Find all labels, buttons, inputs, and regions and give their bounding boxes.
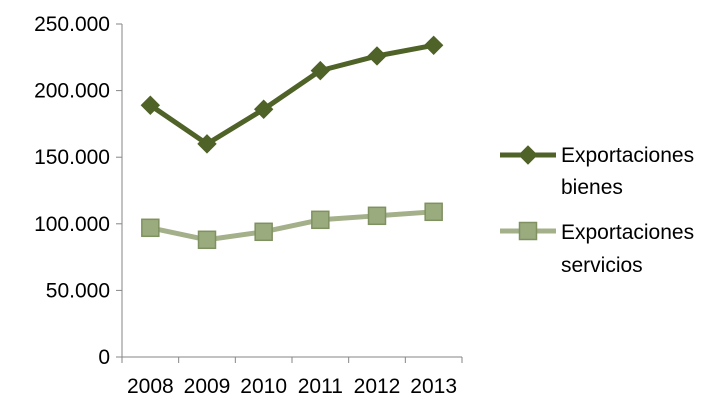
- data-point-square: [197, 230, 217, 250]
- legend-item-exportaciones-servicios: Exportaciones servicios: [500, 221, 694, 277]
- legend-marker-diamond: [518, 145, 538, 165]
- y-tick-label: 200.000: [34, 80, 110, 103]
- series-line: [147, 42, 437, 147]
- axes: 0 50.000 100.000 150.000 200.000 250.000 2008 2…: [34, 13, 463, 398]
- data-point-diamond: [253, 99, 274, 119]
- x-tick-label: 2012: [354, 375, 401, 398]
- x-tick-label: 2011: [298, 375, 343, 398]
- data-point-square: [254, 222, 273, 242]
- data-point-square: [424, 202, 443, 222]
- x-tick-label: 2013: [410, 375, 457, 398]
- data-point-diamond: [367, 46, 387, 66]
- y-tick-label: 150.000: [34, 146, 110, 169]
- y-tick-label: 100.000: [34, 213, 110, 236]
- series-layer: [140, 35, 444, 250]
- x-tick-label: 2010: [240, 375, 287, 398]
- series-exportaciones-bienes: [140, 35, 444, 154]
- data-point-diamond: [140, 95, 161, 115]
- legend-label: Exportaciones: [561, 144, 694, 167]
- y-tick-label: 250.000: [34, 13, 110, 36]
- legend-marker-square: [518, 221, 538, 241]
- x-tick-label: 2009: [184, 375, 231, 398]
- data-point-diamond: [310, 60, 331, 81]
- legend: Exportaciones bienes Exportaciones servicio…: [500, 144, 694, 277]
- data-point-square: [141, 218, 160, 238]
- legend-label: bienes: [561, 176, 623, 199]
- legend-label: Exportaciones: [561, 221, 694, 244]
- y-tick-label: 50.000: [46, 279, 110, 302]
- series-exportaciones-servicios: [141, 202, 443, 250]
- legend-item-exportaciones-bienes: Exportaciones bienes: [500, 144, 694, 199]
- x-tick-label: 2008: [127, 375, 174, 398]
- y-tick-label: 0: [98, 346, 110, 369]
- series-line: [147, 209, 437, 243]
- data-point-diamond: [423, 35, 444, 56]
- data-point-diamond: [197, 134, 217, 154]
- data-point-square: [311, 210, 330, 230]
- legend-label: servicios: [561, 254, 643, 277]
- data-point-square: [367, 206, 387, 226]
